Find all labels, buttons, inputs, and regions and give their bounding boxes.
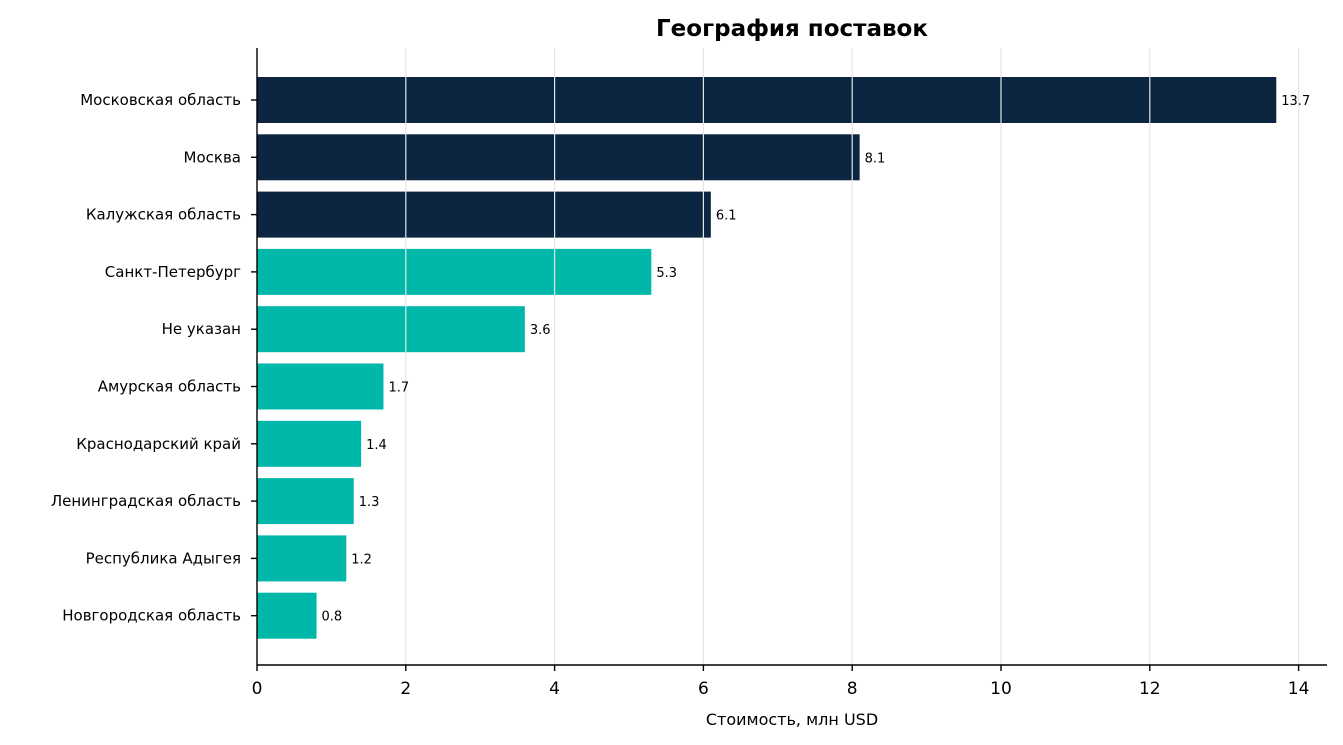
x-tick-label: 10 <box>990 679 1012 699</box>
bar-value-label: 3.6 <box>530 323 551 338</box>
bar <box>257 420 362 467</box>
x-tick-label: 2 <box>400 679 411 699</box>
x-tick-label: 14 <box>1288 679 1310 699</box>
x-axis-label: Стоимость, млн USD <box>706 710 878 729</box>
bar <box>257 478 354 525</box>
y-tick-label: Республика Адыгея <box>86 549 241 567</box>
y-tick-label: Санкт-Петербург <box>105 263 241 281</box>
x-tick-label: 0 <box>252 679 263 699</box>
bar-value-label: 0.8 <box>322 610 343 625</box>
y-tick-label: Новгородская область <box>62 607 241 625</box>
bar <box>257 306 525 353</box>
bar-value-label: 1.7 <box>388 381 409 396</box>
bar <box>257 77 1277 123</box>
y-tick-label: Московская область <box>80 91 241 109</box>
y-tick-label: Калужская область <box>86 206 241 224</box>
x-tick-label: 4 <box>549 679 560 699</box>
bar-value-label: 5.3 <box>656 266 677 281</box>
y-tick-label: Не указан <box>162 320 241 338</box>
bar <box>257 248 652 295</box>
y-tick-label: Краснодарский край <box>76 435 241 453</box>
bar-value-label: 1.4 <box>366 438 387 453</box>
bar <box>257 191 711 238</box>
bar <box>257 535 347 582</box>
labels: Московская область 13.7 Москва 8.1 Калужская… <box>51 91 1310 625</box>
gridlines <box>405 48 1300 665</box>
chart-title: География поставок <box>656 16 928 42</box>
bar-value-label: 6.1 <box>716 209 737 224</box>
y-tick-label: Ленинградская область <box>51 492 241 510</box>
y-tick-label: Москва <box>184 148 241 166</box>
bar-value-label: 1.3 <box>359 495 380 510</box>
bar <box>257 592 317 639</box>
bar <box>257 363 384 410</box>
bars <box>257 77 1277 639</box>
x-tick-label: 8 <box>847 679 858 699</box>
x-axis-ticks: 0 2 4 6 8 10 12 14 <box>252 665 1310 699</box>
bar-value-label: 8.1 <box>865 151 886 166</box>
y-tick-label: Амурская область <box>98 378 241 396</box>
x-tick-label: 6 <box>698 679 709 699</box>
bar <box>257 134 860 181</box>
x-tick-label: 12 <box>1139 679 1161 699</box>
bar-value-label: 1.2 <box>351 552 372 567</box>
bar-value-label: 13.7 <box>1281 94 1310 109</box>
